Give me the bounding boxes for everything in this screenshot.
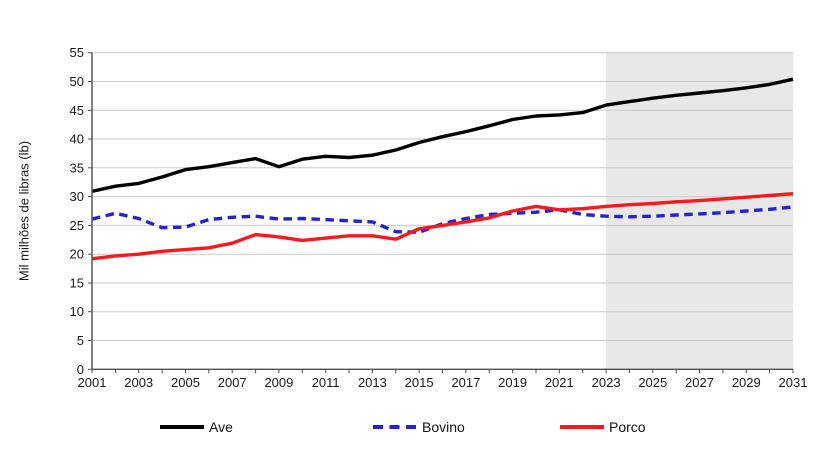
svg-text:5: 5 [77, 333, 84, 348]
legend-swatch-bovino-dashed-line [373, 425, 417, 429]
svg-text:20: 20 [70, 247, 84, 262]
x-axis-tick-labels: 2001 2003 2005 2007 2009 2011 2013 2015 2017 2019… [78, 375, 808, 390]
series-line-ave [91, 77, 794, 194]
svg-text:2005: 2005 [171, 375, 200, 390]
x-axis-ticks [91, 369, 794, 374]
line-chart-plot: 2001 2003 2005 2007 2009 2011 2013 2015 2017 2019… [70, 45, 808, 390]
svg-text:45: 45 [70, 103, 84, 118]
y-axis-ticks [88, 52, 92, 370]
svg-text:2031: 2031 [779, 375, 808, 390]
legend-item-porco: Porco [560, 417, 646, 437]
y-axis-title: Mil milhões de libras (lb) [16, 140, 32, 282]
series-line-bovino [91, 205, 794, 235]
legend-item-ave: Ave [160, 417, 233, 437]
svg-text:0: 0 [77, 362, 84, 377]
legend-label-porco: Porco [609, 419, 646, 435]
svg-text:2007: 2007 [218, 375, 247, 390]
svg-text:2029: 2029 [732, 375, 761, 390]
legend-label-bovino: Bovino [422, 419, 465, 435]
svg-text:10: 10 [70, 304, 84, 319]
series-line-porco [91, 192, 794, 261]
svg-text:2001: 2001 [78, 375, 107, 390]
svg-text:2019: 2019 [498, 375, 527, 390]
y-axis-tick-labels: 0 5 10 15 20 25 30 35 40 45 50 55 [70, 45, 84, 377]
svg-text:30: 30 [70, 189, 84, 204]
svg-text:40: 40 [70, 132, 84, 147]
chart-legend: Ave Bovino Porco [0, 417, 820, 441]
svg-text:2023: 2023 [592, 375, 621, 390]
svg-text:50: 50 [70, 74, 84, 89]
svg-text:2025: 2025 [638, 375, 667, 390]
svg-text:2021: 2021 [545, 375, 574, 390]
svg-text:2015: 2015 [405, 375, 434, 390]
svg-text:2027: 2027 [685, 375, 714, 390]
gridlines [92, 52, 793, 341]
legend-swatch-ave-line [160, 425, 204, 429]
svg-text:2011: 2011 [312, 375, 340, 390]
legend-swatch-porco-line [560, 425, 604, 429]
legend-label-ave: Ave [209, 419, 233, 435]
svg-text:55: 55 [70, 45, 84, 60]
svg-text:15: 15 [70, 276, 84, 291]
svg-text:2009: 2009 [264, 375, 293, 390]
svg-text:25: 25 [70, 218, 84, 233]
svg-text:2013: 2013 [358, 375, 387, 390]
svg-text:2003: 2003 [124, 375, 153, 390]
legend-item-bovino: Bovino [373, 417, 465, 437]
svg-text:35: 35 [70, 160, 84, 175]
svg-text:2017: 2017 [451, 375, 480, 390]
